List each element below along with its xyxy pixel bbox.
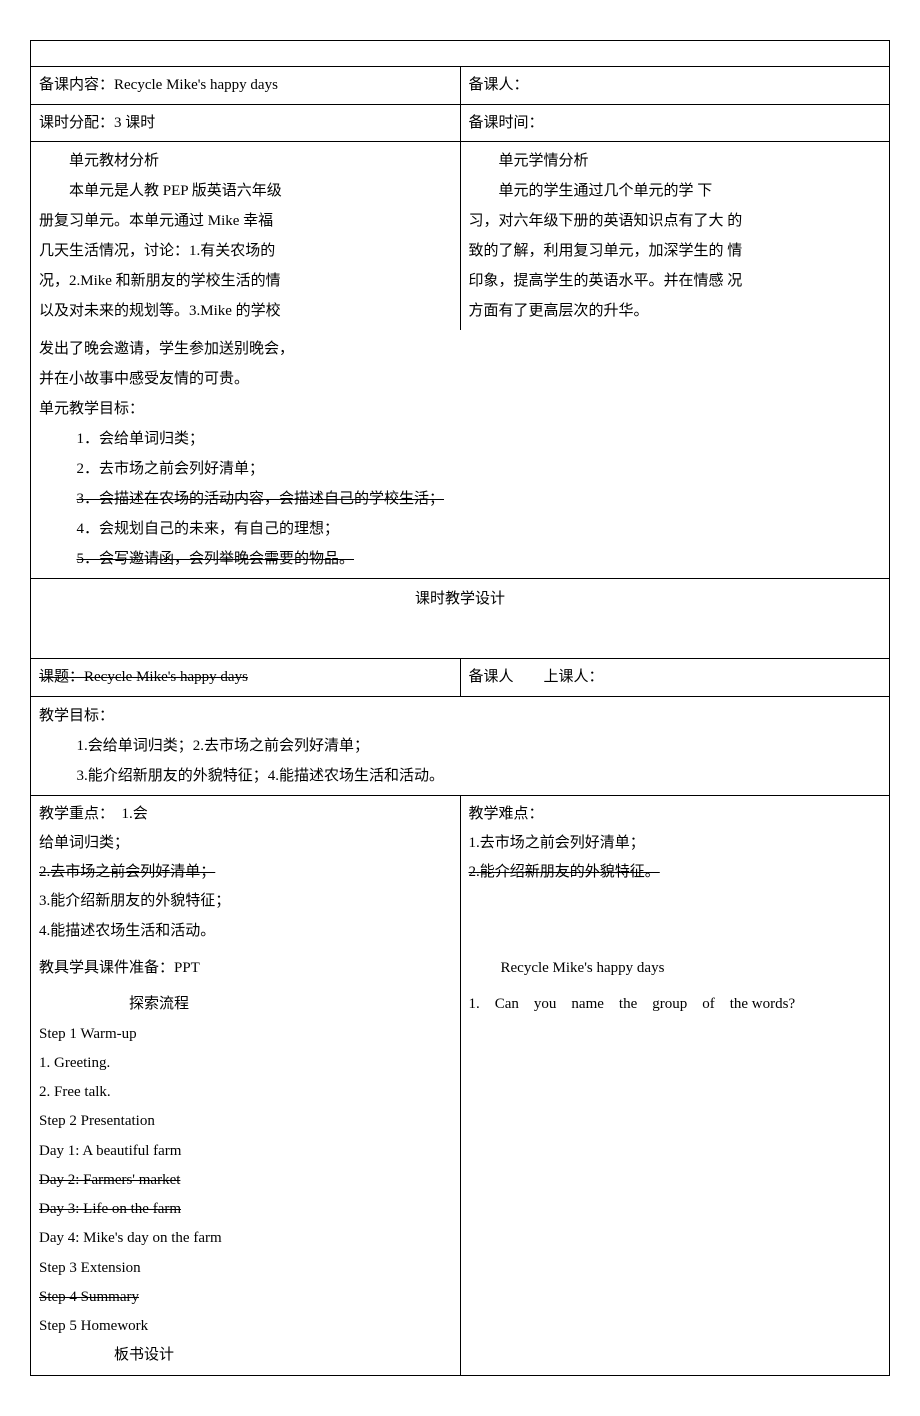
material-p4: 况，2.Mike 和新朋友的学校生活的情 (39, 266, 452, 296)
learner-title: 单元学情分析 (469, 146, 882, 176)
periods-value: 3 课时 (114, 115, 155, 131)
day-3: Day 3: Life on the farm (39, 1195, 452, 1224)
learner-p1: 单元的学生通过几个单元的学 下 (469, 176, 882, 206)
content-cell: 备课内容：Recycle Mike's happy days (31, 67, 461, 105)
key-points: 教学重点： 1.会 给单词归类； 2.去市场之前会列好清单； 3.能介绍新朋友的… (31, 795, 461, 950)
day-2: Day 2: Farmers' market (39, 1166, 452, 1195)
lesson-plan-table: 备课内容：Recycle Mike's happy days 备课人： 课时分配… (30, 40, 890, 1376)
lesson-people-cell: 备课人 上课人： (460, 659, 890, 697)
proc-title: 探索流程 (39, 990, 452, 1019)
lesson-goal-2: 3.能介绍新朋友的外貌特征；4.能描述农场生活和活动。 (39, 761, 881, 791)
tools-cell: 教具学具课件准备：PPT (31, 950, 461, 987)
preparer-cell: 备课人： (460, 67, 890, 105)
lesson-design-title-row: 课时教学设计 (31, 579, 890, 659)
material-analysis: 单元教材分析 本单元是人教 PEP 版英语六年级 册复习单元。本单元通过 Mik… (31, 142, 461, 331)
procedure-row: 探索流程 Step 1 Warm-up 1. Greeting. 2. Free… (31, 986, 890, 1375)
learner-analysis: 单元学情分析 单元的学生通过几个单元的学 下 习，对六年级下册的英语知识点有了大… (460, 142, 890, 331)
diff-label: 教学难点： (469, 800, 882, 829)
material-p1: 本单元是人教 PEP 版英语六年级 (39, 176, 452, 206)
board-design-label: 板书设计 (39, 1341, 452, 1370)
day-1: Day 1: A beautiful farm (39, 1137, 452, 1166)
lesson-goals: 教学目标： 1.会给单词归类；2.去市场之前会列好清单； 3.能介绍新朋友的外貌… (31, 696, 890, 795)
board-title-right: Recycle Mike's happy days (501, 960, 665, 976)
lesson-goals-row: 教学目标： 1.会给单词归类；2.去市场之前会列好清单； 3.能介绍新朋友的外貌… (31, 696, 890, 795)
step-4: Step 4 Summary (39, 1283, 452, 1312)
key-1: 给单词归类； (39, 829, 452, 858)
periods-row: 课时分配：3 课时 备课时间： (31, 104, 890, 142)
goal-4: 4．会规划自己的未来，有自己的理想； (39, 514, 881, 544)
lesson-preparer: 备课人 (469, 669, 514, 685)
material-title: 单元教材分析 (39, 146, 452, 176)
procedure-right: 1. Can you name the group of the words? (460, 986, 890, 1375)
goal-5: 5．会写邀请函，会列举晚会需要的物品。 (39, 544, 881, 574)
periods-cell: 课时分配：3 课时 (31, 104, 461, 142)
key-4: 4.能描述农场生活和活动。 (39, 917, 452, 946)
tools-label: 教具学具课件准备：PPT (39, 960, 200, 976)
lesson-topic-row: 课题：Recycle Mike's happy days 备课人 上课人： (31, 659, 890, 697)
key-2: 2.去市场之前会列好清单； (39, 858, 452, 887)
key-label: 教学重点： 1.会 (39, 800, 452, 829)
lesson-design-title: 课时教学设计 (31, 579, 890, 659)
material-p7: 并在小故事中感受友情的可贵。 (39, 364, 881, 394)
diff-points: 教学难点： 1.去市场之前会列好清单； 2.能介绍新朋友的外貌特征。 (460, 795, 890, 950)
periods-label: 课时分配： (39, 115, 114, 131)
board-question: 1. Can you name the group of the words? (469, 990, 882, 1019)
key-diff-row: 教学重点： 1.会 给单词归类； 2.去市场之前会列好清单； 3.能介绍新朋友的… (31, 795, 890, 950)
tools-row: 教具学具课件准备：PPT Recycle Mike's happy days (31, 950, 890, 987)
diff-2: 2.能介绍新朋友的外貌特征。 (469, 858, 882, 887)
lesson-teacher: 上课人： (544, 669, 604, 685)
goals-title: 单元教学目标： (39, 394, 881, 424)
analysis-row: 单元教材分析 本单元是人教 PEP 版英语六年级 册复习单元。本单元通过 Mik… (31, 142, 890, 331)
lesson-goal-title: 教学目标： (39, 701, 881, 731)
lesson-topic-cell: 课题：Recycle Mike's happy days (31, 659, 461, 697)
material-p3: 几天生活情况，讨论：1.有关农场的 (39, 236, 452, 266)
material-p5: 以及对未来的规划等。3.Mike 的学校 (39, 296, 452, 326)
content-row: 备课内容：Recycle Mike's happy days 备课人： (31, 67, 890, 105)
spacer-row (31, 41, 890, 67)
goals-row: 发出了晚会邀请，学生参加送别晚会， 并在小故事中感受友情的可贵。 单元教学目标：… (31, 330, 890, 579)
lesson-topic: 课题：Recycle Mike's happy days (39, 669, 248, 685)
material-p6: 发出了晚会邀请，学生参加送别晚会， (39, 334, 881, 364)
goal-3: 3．会描述在农场的活动内容，会描述自己的学校生活； (39, 484, 881, 514)
step-2: Step 2 Presentation (39, 1107, 452, 1136)
lesson-goal-1: 1.会给单词归类；2.去市场之前会列好清单； (39, 731, 881, 761)
document-page: 备课内容：Recycle Mike's happy days 备课人： 课时分配… (30, 40, 890, 1376)
step-3: Step 3 Extension (39, 1254, 452, 1283)
prep-time-cell: 备课时间： (460, 104, 890, 142)
key-3: 3.能介绍新朋友的外貌特征； (39, 887, 452, 916)
content-label: 备课内容： (39, 77, 114, 93)
content-value: Recycle Mike's happy days (114, 77, 278, 93)
learner-p4: 印象，提高学生的英语水平。并在情感 况 (469, 266, 882, 296)
unit-goals: 发出了晚会邀请，学生参加送别晚会， 并在小故事中感受友情的可贵。 单元教学目标：… (31, 330, 890, 579)
prep-time-label: 备课时间： (469, 115, 544, 131)
procedure-left: 探索流程 Step 1 Warm-up 1. Greeting. 2. Free… (31, 986, 461, 1375)
goal-2: 2．去市场之前会列好清单； (39, 454, 881, 484)
board-right-1: Recycle Mike's happy days (460, 950, 890, 987)
step-1a: 1. Greeting. (39, 1049, 452, 1078)
learner-p3: 致的了解，利用复习单元，加深学生的 情 (469, 236, 882, 266)
step-5: Step 5 Homework (39, 1312, 452, 1341)
day-4: Day 4: Mike's day on the farm (39, 1224, 452, 1253)
step-1b: 2. Free talk. (39, 1078, 452, 1107)
learner-p5: 方面有了更高层次的升华。 (469, 296, 882, 326)
diff-1: 1.去市场之前会列好清单； (469, 829, 882, 858)
preparer-label: 备课人： (469, 77, 529, 93)
learner-p2: 习，对六年级下册的英语知识点有了大 的 (469, 206, 882, 236)
step-1: Step 1 Warm-up (39, 1020, 452, 1049)
goal-1: 1．会给单词归类； (39, 424, 881, 454)
material-p2: 册复习单元。本单元通过 Mike 幸福 (39, 206, 452, 236)
